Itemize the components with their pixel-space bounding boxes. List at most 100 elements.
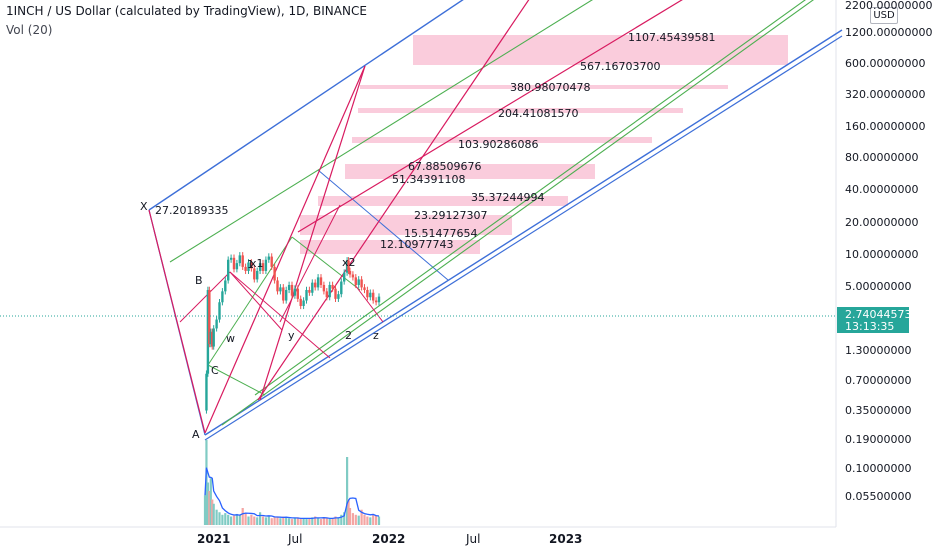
candle-body (351, 274, 355, 278)
currency-selector[interactable]: USD (870, 7, 898, 24)
price-tick: 1.30000000 (845, 344, 911, 357)
time-tick: 2021 (197, 532, 230, 546)
green-segment-1[interactable] (207, 236, 293, 366)
candle-body (235, 263, 239, 270)
candle-body (299, 298, 302, 306)
candle-body (331, 284, 334, 289)
time-axis[interactable]: 2021 Jul 2022 Jul 2023 (197, 532, 582, 546)
volume-bar (203, 495, 207, 525)
blue-channel-lower-2[interactable] (204, 35, 843, 441)
candle-body (296, 288, 299, 299)
blue-diagonal-1[interactable] (317, 169, 449, 281)
candle-body (354, 277, 357, 285)
wave-label-x2: x2 (342, 256, 356, 269)
fib-label: 12.10977743 (380, 238, 453, 251)
candle-body (285, 289, 288, 301)
red-segment-4[interactable] (279, 204, 341, 323)
green-channel-mid[interactable] (254, 0, 812, 396)
volume-bar (247, 516, 250, 525)
green-segment-3[interactable] (207, 364, 266, 396)
wave-label-a: A (192, 428, 200, 441)
volume-bar (235, 513, 238, 525)
candle-body (238, 255, 241, 264)
volume-bar (209, 478, 212, 525)
price-tick: 0.05500000 (845, 490, 911, 503)
price-tick: 0.70000000 (845, 374, 911, 387)
candle-body (227, 259, 230, 281)
wave-label-2: 2 (345, 329, 352, 342)
green-channel-upper[interactable] (169, 0, 600, 263)
candle-body (224, 280, 227, 292)
volume-bar (221, 514, 224, 525)
candle-body (316, 277, 320, 288)
volume-bar (366, 516, 369, 525)
candle-body (267, 256, 270, 260)
fib-label: 27.20189335 (155, 204, 228, 217)
volume-bar (328, 519, 331, 525)
last-price-value: 2.74044573 (845, 308, 911, 321)
price-tick: 80.00000000 (845, 151, 918, 164)
candle-body (311, 282, 314, 293)
red-segment-1[interactable] (179, 271, 231, 323)
price-tick: 0.10000000 (845, 462, 911, 475)
volume-bar (279, 518, 282, 525)
fib-label: 380.98070478 (510, 81, 590, 94)
candle-body (208, 289, 211, 345)
red-a-to-top[interactable] (204, 65, 366, 434)
candle-body (264, 259, 268, 271)
volume-bar (205, 440, 208, 525)
volume-bar (290, 519, 294, 525)
candle-body (253, 268, 256, 280)
wave-labels: X B 1 x1 w C A y x2 2 z (140, 200, 379, 441)
candle-body (229, 257, 233, 260)
candle-body (314, 282, 317, 288)
blue-channel-lower[interactable] (204, 29, 843, 436)
price-tick: 320.00000000 (845, 88, 925, 101)
candle-body (325, 291, 328, 298)
volume-bar (343, 512, 346, 525)
candle-body (337, 294, 340, 299)
fib-label: 1107.45439581 (628, 31, 715, 44)
red-median-2[interactable] (297, 0, 690, 233)
price-tick: 1200.00000000 (845, 26, 932, 39)
wave-label-z: z (373, 329, 379, 342)
candle-body (348, 270, 352, 275)
price-axis[interactable]: 2200.00000000 1200.00000000 600.00000000… (845, 0, 932, 503)
last-price-badge-bg (837, 307, 909, 333)
volume-bar (311, 517, 314, 525)
price-tick: 5.00000000 (845, 280, 911, 293)
volume-bar (357, 515, 360, 525)
candle-body (343, 272, 346, 282)
green-channel-mid-2[interactable] (221, 0, 820, 426)
volume-bar (337, 517, 340, 525)
volume-bar (302, 518, 305, 525)
volume-bar (308, 518, 311, 525)
blue-channel-upper[interactable] (148, 0, 470, 211)
volume-bar (325, 518, 328, 525)
candle-body (273, 266, 276, 281)
red-top-to-bottom[interactable] (259, 65, 366, 401)
green-segment-2[interactable] (291, 236, 361, 291)
red-x-to-a[interactable] (148, 209, 206, 434)
wave-label-b: B (195, 274, 203, 287)
volume-bar (351, 513, 354, 525)
candle-body (241, 255, 244, 267)
volume-bar (288, 518, 291, 525)
candle-body (347, 260, 350, 271)
volume-bar (270, 518, 273, 525)
time-tick: 2022 (372, 532, 405, 546)
volume-indicator-label[interactable]: Vol (20) (6, 23, 53, 37)
candle-body (206, 289, 210, 374)
volume-bar (241, 508, 244, 525)
red-median[interactable] (257, 0, 532, 401)
candle-body (282, 287, 285, 301)
volume-bar (273, 516, 276, 525)
bar-countdown: 13:13:35 (845, 320, 894, 333)
candle-body (377, 296, 381, 303)
red-segment-2[interactable] (229, 271, 331, 359)
candle-body (221, 291, 224, 303)
candle-body (345, 260, 349, 273)
red-segment-3[interactable] (229, 271, 283, 331)
volume-bar (264, 517, 267, 525)
